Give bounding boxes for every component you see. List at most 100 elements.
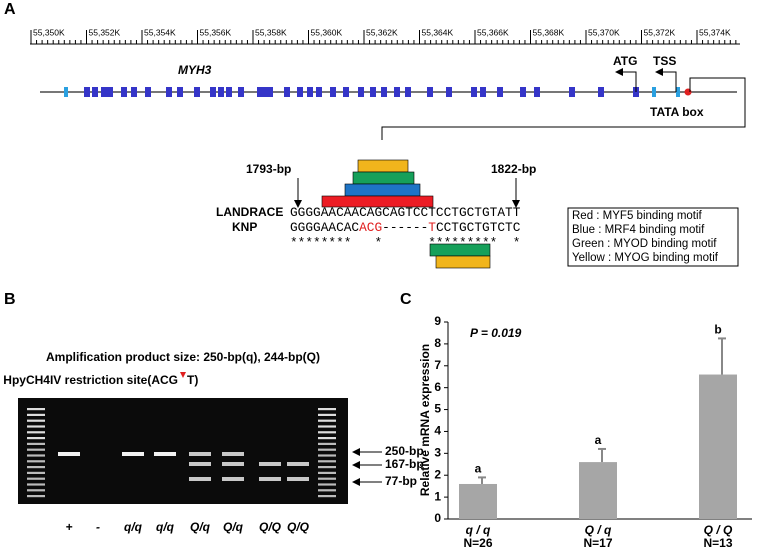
y-tick-label: 9: [434, 314, 441, 328]
lane-label: Q/Q: [287, 520, 310, 534]
exon: [405, 87, 411, 97]
sample-size: N=13: [703, 536, 732, 550]
start-label: 1793-bp: [246, 162, 291, 176]
sequence-part: T: [428, 220, 436, 235]
ruler-label: 55,364K: [422, 27, 454, 37]
sequence-part: ------: [382, 220, 428, 235]
ladder-band: [27, 413, 45, 416]
conservation: ******** * ********* *: [290, 235, 520, 250]
tss-arrow: [655, 68, 677, 92]
exon: [92, 87, 98, 97]
mrf4-motif: [344, 183, 421, 197]
cut-site: [180, 372, 186, 378]
ruler-label: 55,352K: [89, 27, 121, 37]
gel-band: [189, 452, 211, 456]
sequence-part: GGGGAACAC: [290, 220, 359, 235]
exon: [446, 87, 452, 97]
sample-size: N=26: [463, 536, 492, 550]
gel-title: Amplification product size: 250-bp(q), 2…: [46, 350, 320, 364]
exon: [652, 87, 656, 97]
exon: [358, 87, 364, 97]
ladder-band: [27, 477, 45, 480]
lane-label: q/q: [156, 520, 175, 534]
zoom-bracket: [381, 77, 746, 140]
exon: [267, 87, 273, 97]
legend-entry: Red : MYF5 binding motif: [572, 210, 703, 222]
ladder-band: [318, 448, 336, 451]
exon: [598, 87, 604, 97]
exon: [316, 87, 322, 97]
ladder-band: [27, 471, 45, 474]
gel-band: [259, 477, 281, 481]
exon: [427, 87, 433, 97]
exon: [569, 87, 575, 97]
y-tick-label: 6: [434, 380, 441, 394]
ladder-band: [27, 437, 45, 440]
bar: [459, 483, 497, 519]
exon: [166, 87, 172, 97]
gel-band: [222, 452, 244, 456]
exon: [343, 87, 349, 97]
sequence: GGGGAACAACAGCAGTCCTCCTGCTGTATT: [290, 205, 521, 220]
gel-band: [287, 477, 309, 481]
exon: [262, 87, 268, 97]
ladder-band: [27, 431, 45, 434]
exon: [297, 87, 303, 97]
legend-box: [567, 207, 739, 267]
ladder-band: [318, 460, 336, 463]
y-tick-label: 3: [434, 446, 441, 460]
ladder-band: [318, 413, 336, 416]
end-label: 1822-bp: [491, 162, 536, 176]
sequence-part: GGGGAACAACAGCAGTCCTCCTGCTGTATT: [290, 205, 521, 220]
group-letter: a: [595, 433, 602, 447]
y-tick-label: 2: [434, 467, 441, 481]
ladder-band: [27, 483, 45, 486]
exon: [121, 87, 127, 97]
exon: [107, 87, 113, 97]
group-letter: a: [475, 462, 482, 476]
exon: [330, 87, 336, 97]
atg-arrow: [615, 68, 637, 92]
exon: [257, 87, 263, 97]
ruler-label: 55,366K: [477, 27, 509, 37]
gel-band: [154, 452, 176, 456]
gel: [18, 398, 348, 504]
y-tick-label: 4: [434, 424, 441, 438]
ladder-band: [27, 466, 45, 469]
x-tick-label: q / q: [466, 523, 491, 537]
site-text: HpyCH4IV restriction site(ACG: [3, 373, 178, 387]
ladder-band: [27, 419, 45, 422]
y-tick-label: 8: [434, 336, 441, 350]
exon: [194, 87, 200, 97]
exon: [520, 87, 526, 97]
band-label: 250-bp: [385, 444, 424, 458]
gel-band: [259, 462, 281, 466]
myog-motif: [435, 255, 491, 269]
bar: [699, 374, 737, 519]
myod-motif: [352, 171, 415, 185]
ruler: 55,350K 55,352K 55,354K 55,356K 55,358K 55,36…: [30, 27, 740, 45]
gel-band: [122, 452, 144, 456]
lane-label: Q/q: [223, 520, 244, 534]
sample-size: N=17: [583, 536, 612, 550]
ladder-band: [318, 471, 336, 474]
row-name: LANDRACE: [216, 205, 283, 219]
atg-label: ATG: [613, 54, 637, 68]
band-label: 77-bp: [385, 474, 417, 488]
myf5-motif: [321, 195, 434, 208]
panel-label: A: [4, 1, 16, 18]
exon: [676, 87, 680, 97]
ladder-band: [27, 454, 45, 457]
legend: Red : MYF5 binding motif Blue : MRF4 bind…: [572, 210, 719, 264]
legend-entry: Blue : MRF4 binding motif: [572, 224, 705, 236]
myog-motif: [357, 159, 409, 173]
y-axis-title: Relative mRNA expression: [418, 344, 432, 496]
ruler-label: 55,368K: [533, 27, 565, 37]
ladder-band: [318, 477, 336, 480]
ladder-band: [318, 419, 336, 422]
sequence-part: ACG: [359, 220, 382, 235]
ladder-band: [318, 431, 336, 434]
tata-label: TATA box: [650, 105, 704, 119]
